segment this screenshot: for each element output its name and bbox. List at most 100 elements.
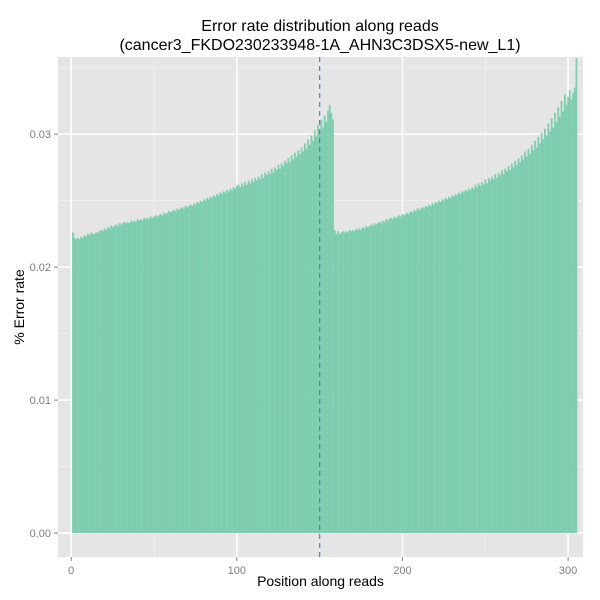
bar bbox=[482, 184, 485, 534]
bar bbox=[409, 211, 412, 534]
bar bbox=[133, 220, 136, 534]
bar bbox=[363, 228, 366, 534]
bar bbox=[398, 215, 401, 534]
bar bbox=[103, 228, 106, 534]
bar bbox=[522, 159, 525, 534]
bar bbox=[204, 200, 207, 534]
bar bbox=[239, 187, 242, 534]
bar bbox=[325, 122, 328, 534]
bar bbox=[98, 231, 101, 534]
bar bbox=[289, 162, 291, 534]
bar bbox=[106, 227, 109, 534]
bar bbox=[424, 205, 427, 534]
bar bbox=[366, 227, 369, 534]
bar bbox=[419, 208, 422, 534]
bar bbox=[176, 208, 179, 534]
bar bbox=[542, 139, 545, 534]
bar bbox=[555, 122, 558, 534]
bar bbox=[385, 219, 387, 534]
bar bbox=[108, 228, 111, 534]
bar bbox=[572, 92, 575, 534]
bar bbox=[126, 221, 129, 534]
bar bbox=[272, 172, 275, 534]
bar bbox=[360, 229, 363, 534]
bar bbox=[529, 154, 531, 534]
bar bbox=[192, 203, 195, 534]
bar bbox=[101, 231, 104, 534]
bar bbox=[396, 216, 399, 534]
bar bbox=[262, 178, 265, 534]
bar bbox=[315, 136, 318, 534]
bar bbox=[505, 171, 508, 534]
bar bbox=[136, 219, 139, 534]
bar bbox=[444, 197, 447, 534]
bar bbox=[199, 200, 202, 534]
bar bbox=[141, 220, 144, 534]
y-tick-label: 0.01 bbox=[30, 395, 51, 407]
bar bbox=[236, 185, 238, 534]
bar bbox=[492, 179, 495, 534]
bar bbox=[413, 209, 416, 534]
bar bbox=[395, 217, 397, 534]
bar bbox=[549, 131, 551, 534]
bar bbox=[333, 229, 336, 534]
bar bbox=[467, 188, 470, 534]
bar bbox=[496, 178, 498, 534]
bar bbox=[469, 189, 472, 534]
x-tick-label: 200 bbox=[393, 565, 411, 577]
bar bbox=[558, 116, 561, 534]
bar bbox=[568, 90, 571, 534]
bar bbox=[443, 200, 445, 534]
bar bbox=[255, 180, 258, 534]
bar bbox=[459, 193, 462, 534]
bar bbox=[502, 174, 505, 534]
bar bbox=[330, 112, 333, 534]
bar bbox=[231, 189, 233, 534]
chart-title-line-2: (cancer3_FKDO230233948-1A_AHN3C3DSX5-new… bbox=[119, 37, 521, 54]
bar bbox=[125, 223, 127, 534]
bar bbox=[118, 223, 121, 534]
bar bbox=[259, 179, 262, 534]
bar bbox=[573, 87, 576, 534]
bar bbox=[318, 132, 321, 534]
bar bbox=[91, 233, 94, 534]
bar bbox=[146, 217, 149, 534]
bar bbox=[416, 208, 419, 534]
bar bbox=[351, 229, 354, 534]
bar bbox=[441, 199, 444, 534]
bar bbox=[252, 182, 255, 534]
bar bbox=[269, 174, 271, 534]
bar bbox=[191, 205, 194, 534]
bar bbox=[557, 107, 560, 534]
bar bbox=[313, 130, 316, 534]
bar bbox=[212, 195, 215, 534]
bar bbox=[197, 203, 200, 534]
bar bbox=[401, 213, 404, 534]
bar bbox=[179, 208, 182, 534]
bar bbox=[297, 150, 300, 534]
bar bbox=[242, 185, 245, 534]
bar bbox=[457, 192, 460, 534]
bar bbox=[264, 172, 266, 534]
bar bbox=[149, 216, 152, 534]
bar bbox=[194, 204, 197, 534]
bar bbox=[494, 174, 497, 534]
bar bbox=[83, 235, 86, 534]
bar bbox=[356, 229, 359, 534]
bar bbox=[294, 152, 296, 534]
x-axis: 0 100 200 300 bbox=[68, 557, 577, 577]
bar bbox=[355, 228, 358, 534]
x-tick-label: 0 bbox=[68, 565, 74, 577]
bar bbox=[434, 201, 437, 534]
bar bbox=[90, 232, 93, 534]
bar bbox=[391, 219, 394, 534]
bar bbox=[376, 223, 379, 534]
bar bbox=[544, 128, 546, 534]
bar bbox=[139, 219, 142, 534]
bar bbox=[292, 159, 295, 534]
bar bbox=[115, 224, 117, 534]
bar bbox=[284, 160, 286, 534]
bar bbox=[563, 94, 566, 534]
bar bbox=[452, 196, 455, 534]
bar bbox=[497, 172, 500, 534]
